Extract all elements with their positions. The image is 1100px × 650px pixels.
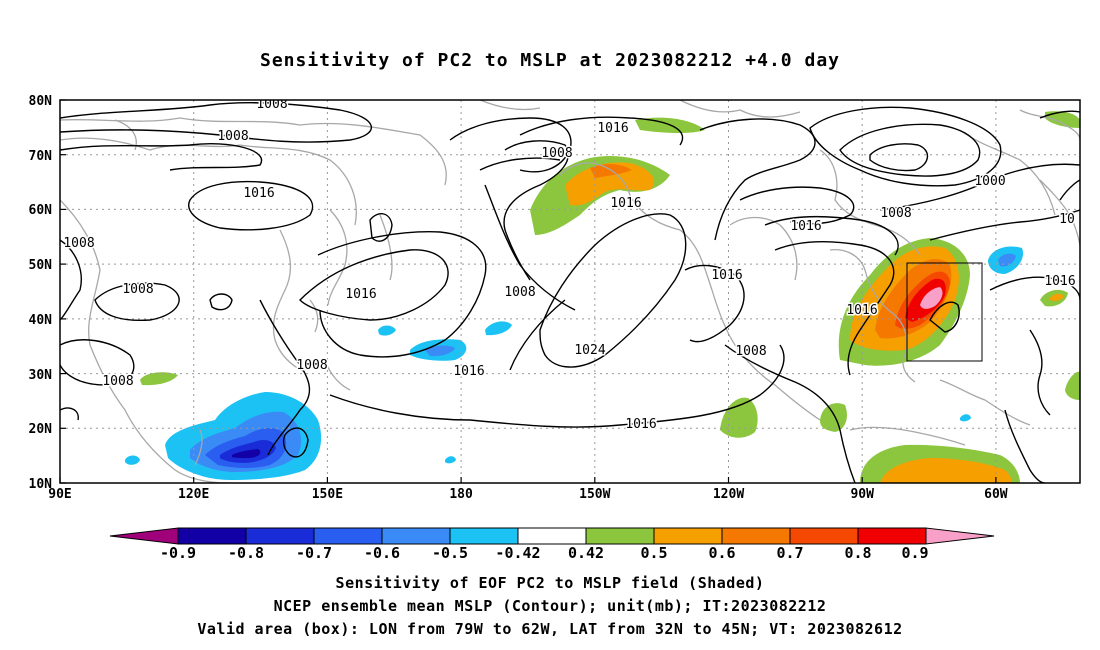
lat-label: 40N	[29, 313, 53, 328]
lat-labels: 80N 70N 60N 50N 40N 30N 20N 10N	[29, 94, 53, 492]
colorbar-cell	[245, 527, 315, 545]
lat-label: 30N	[29, 368, 53, 383]
colorbar-label: 0.8	[844, 544, 871, 562]
colorbar: -0.9 -0.8 -0.7 -0.6 -0.5 -0.42 0.42 0.5 …	[109, 527, 995, 562]
caption-line-2: NCEP ensemble mean MSLP (Contour); unit(…	[273, 597, 827, 615]
contour-label: 1008	[256, 97, 287, 112]
colorbar-cell	[449, 527, 519, 545]
graticule	[60, 100, 1080, 483]
shaded-negative-sensitivity	[125, 246, 1024, 480]
lat-label: 70N	[29, 149, 53, 164]
contour-label: 1008	[880, 206, 911, 221]
contour-label: 1016	[453, 364, 484, 379]
contour-label: 1016	[345, 287, 376, 302]
caption-line-1: Sensitivity of EOF PC2 to MSLP field (Sh…	[335, 574, 765, 592]
lon-label: 150E	[312, 487, 343, 502]
lat-label: 50N	[29, 258, 53, 273]
colorbar-label: -0.5	[432, 544, 468, 562]
contour-label: 1016	[610, 196, 641, 211]
colorbar-label: 0.42	[568, 544, 604, 562]
colorbar-label: 0.6	[708, 544, 735, 562]
lon-label: 60W	[984, 487, 1008, 502]
contour-label: 1008	[217, 129, 248, 144]
colorbar-cell	[653, 527, 723, 545]
axis-ticks	[59, 99, 997, 484]
contour-label: 10	[1059, 212, 1075, 227]
colorbar-label: -0.6	[364, 544, 400, 562]
contour-label: 1008	[735, 344, 766, 359]
coastlines	[60, 100, 1080, 483]
contour-label: 1008	[122, 282, 153, 297]
contour-label: 1000	[974, 174, 1005, 189]
chart-title: Sensitivity of PC2 to MSLP at 2023082212…	[259, 50, 840, 71]
contour-label: 1016	[790, 219, 821, 234]
colorbar-cell	[381, 527, 451, 545]
contour-label: 1016	[846, 303, 877, 318]
contour-label: 1016	[597, 121, 628, 136]
colorbar-label: 0.5	[640, 544, 667, 562]
contour-labels: 1008 1008 1016 1008 1008 1008 1008 1016 …	[62, 97, 1077, 434]
lon-label: 90W	[850, 487, 874, 502]
shaded-positive-sensitivity	[140, 111, 1080, 483]
contour-label: 1008	[296, 358, 327, 373]
lat-label: 10N	[29, 477, 53, 492]
colorbar-label: 0.9	[901, 544, 928, 562]
colorbar-cell	[517, 527, 587, 545]
colorbar-cell	[585, 527, 655, 545]
contour-label: 1016	[711, 268, 742, 283]
contour-label: 1016	[625, 417, 656, 432]
colorbar-label: -0.7	[296, 544, 332, 562]
lon-label: 90E	[48, 487, 71, 502]
mslp-contours	[60, 102, 1080, 483]
colorbar-cell	[109, 527, 179, 545]
contour-label: 1008	[102, 374, 133, 389]
colorbar-labels: -0.9 -0.8 -0.7 -0.6 -0.5 -0.42 0.42 0.5 …	[160, 544, 929, 562]
lat-label: 80N	[29, 94, 53, 109]
contour-label: 1008	[504, 285, 535, 300]
caption-line-3: Valid area (box): LON from 79W to 62W, L…	[197, 620, 903, 638]
lon-label: 120E	[178, 487, 209, 502]
lon-label: 180	[449, 487, 473, 502]
lat-label: 20N	[29, 422, 53, 437]
colorbar-cell	[857, 527, 927, 545]
colorbar-label: -0.42	[495, 544, 540, 562]
lon-label: 150W	[579, 487, 610, 502]
colorbar-cell	[789, 527, 859, 545]
contour-label: 1016	[1044, 274, 1075, 289]
contour-label: 1008	[541, 146, 572, 161]
colorbar-cell	[313, 527, 383, 545]
colorbar-cell	[925, 527, 995, 545]
colorbar-label: 0.7	[776, 544, 803, 562]
lat-label: 60N	[29, 203, 53, 218]
contour-label: 1016	[243, 186, 274, 201]
map-frame	[59, 99, 1081, 484]
colorbar-label: -0.8	[228, 544, 264, 562]
colorbar-cell	[177, 527, 247, 545]
contour-label: 1008	[63, 236, 94, 251]
colorbar-label: -0.9	[160, 544, 196, 562]
lon-label: 120W	[713, 487, 744, 502]
lon-labels: 90E 120E 150E 180 150W 120W 90W 60W	[48, 487, 1008, 502]
contour-label: 1024	[574, 343, 605, 358]
valid-area-box	[906, 262, 983, 362]
colorbar-cell	[721, 527, 791, 545]
